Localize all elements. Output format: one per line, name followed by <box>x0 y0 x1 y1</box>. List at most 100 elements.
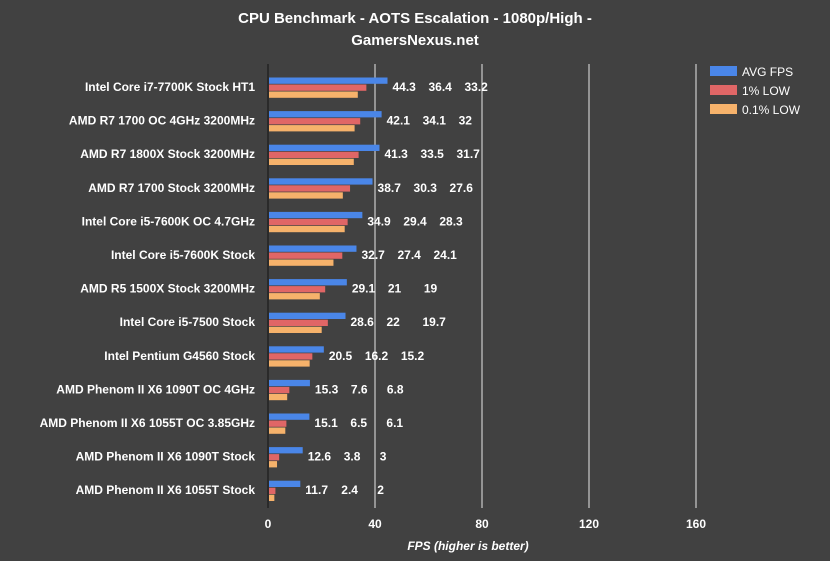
data-label: 7.6 <box>351 382 368 396</box>
x-tick-label: 80 <box>475 517 489 531</box>
bar-1-low <box>269 353 313 360</box>
category-label: AMD R7 1800X Stock 3200MHz <box>80 147 255 161</box>
category-label: Intel Core i5-7600K OC 4.7GHz <box>82 214 255 228</box>
bar-1-low <box>269 386 290 394</box>
bar-0-1-low <box>269 461 278 468</box>
data-label: 12.6 <box>308 450 332 464</box>
data-label: 20.5 <box>329 349 353 363</box>
bar-0-1-low <box>269 225 345 233</box>
data-label: 2 <box>377 483 384 497</box>
bar-0-1-low <box>269 158 354 165</box>
category-label: AMD Phenom II X6 1090T OC 4GHz <box>56 382 255 396</box>
data-label: 24.1 <box>433 248 457 262</box>
data-label: 30.3 <box>414 181 438 195</box>
legend-label: 0.1% LOW <box>742 103 801 117</box>
bar-1-low <box>269 185 351 192</box>
legend-swatch <box>710 66 737 76</box>
x-tick-label: 160 <box>686 517 706 531</box>
data-label: 15.1 <box>314 416 338 430</box>
data-label: 22 <box>387 315 401 329</box>
x-axis-label: FPS (higher is better) <box>407 539 528 553</box>
data-label: 15.2 <box>401 349 425 363</box>
x-tick-label: 0 <box>265 517 272 531</box>
data-label: 6.5 <box>350 416 367 430</box>
bar-avg-fps <box>269 379 310 387</box>
bar-1-low <box>269 151 359 158</box>
data-label: 38.7 <box>378 181 402 195</box>
bar-avg-fps <box>269 211 363 219</box>
category-label: AMD Phenom II X6 1055T Stock <box>76 483 256 497</box>
category-label: Intel Pentium G4560 Stock <box>104 349 255 363</box>
bar-1-low <box>269 218 348 226</box>
bar-avg-fps <box>269 346 324 353</box>
bar-0-1-low <box>269 360 310 367</box>
data-label: 3 <box>380 450 387 464</box>
bar-0-1-low <box>269 259 334 266</box>
bar-avg-fps <box>269 111 382 118</box>
category-label: Intel Core i5-7600K Stock <box>111 248 255 262</box>
category-label: AMD R7 1700 Stock 3200MHz <box>88 181 255 195</box>
data-label: 34.1 <box>423 114 447 128</box>
bar-avg-fps <box>269 178 373 185</box>
bar-avg-fps <box>269 144 380 151</box>
legend-label: 1% LOW <box>742 84 791 98</box>
bar-avg-fps <box>269 447 303 454</box>
chart-title-line-2: GamersNexus.net <box>351 32 479 49</box>
bar-avg-fps <box>269 480 301 487</box>
bar-0-1-low <box>269 192 343 199</box>
data-label: 16.2 <box>365 349 389 363</box>
data-label: 6.8 <box>387 382 404 396</box>
bar-0-1-low <box>269 293 320 300</box>
data-label: 27.4 <box>397 248 421 262</box>
bar-1-low <box>269 286 326 293</box>
bar-1-low <box>269 487 276 494</box>
data-label: 31.7 <box>456 147 480 161</box>
category-label: AMD Phenom II X6 1055T OC 3.85GHz <box>40 416 255 430</box>
category-label: AMD Phenom II X6 1090T Stock <box>76 450 256 464</box>
bar-0-1-low <box>269 393 288 401</box>
data-label: 44.3 <box>393 80 417 94</box>
bar-avg-fps <box>269 77 388 84</box>
category-label: Intel Core i7-7700K Stock HT1 <box>85 80 255 94</box>
data-label: 33.2 <box>465 80 489 94</box>
bar-0-1-low <box>269 326 322 333</box>
data-label: 28.3 <box>439 214 463 228</box>
legend-swatch <box>710 104 737 114</box>
data-label: 21 <box>388 282 402 296</box>
bar-1-low <box>269 454 280 461</box>
chart-title: CPU Benchmark - AOTS Escalation - 1080p/… <box>0 8 830 52</box>
data-label: 34.9 <box>367 214 391 228</box>
data-label: 19.7 <box>423 315 447 329</box>
data-label: 27.6 <box>450 181 474 195</box>
data-label: 15.3 <box>315 382 339 396</box>
data-label: 29.1 <box>352 282 376 296</box>
bar-0-1-low <box>269 91 358 98</box>
data-label: 41.3 <box>384 147 408 161</box>
category-label: AMD R5 1500X Stock 3200MHz <box>80 282 255 296</box>
x-tick-label: 120 <box>579 517 599 531</box>
chart-title-line-1: CPU Benchmark - AOTS Escalation - 1080p/… <box>238 10 592 27</box>
data-label: 11.7 <box>305 483 328 497</box>
data-label: 6.1 <box>386 416 403 430</box>
data-label: 29.4 <box>403 214 427 228</box>
data-label: 2.4 <box>341 483 358 497</box>
legend-label: AVG FPS <box>742 65 793 79</box>
data-label: 36.4 <box>429 80 453 94</box>
data-label: 28.6 <box>351 315 375 329</box>
bar-1-low <box>269 84 367 91</box>
data-label: 33.5 <box>420 147 444 161</box>
bar-avg-fps <box>269 413 310 420</box>
data-label: 3.8 <box>344 450 361 464</box>
bar-1-low <box>269 319 328 326</box>
bar-0-1-low <box>269 427 286 434</box>
bar-1-low <box>269 252 343 259</box>
bar-avg-fps <box>269 279 347 286</box>
x-tick-label: 40 <box>368 517 382 531</box>
category-label: AMD R7 1700 OC 4GHz 3200MHz <box>69 114 255 128</box>
data-label: 32 <box>459 114 473 128</box>
bar-0-1-low <box>269 125 355 132</box>
bar-avg-fps <box>269 245 357 252</box>
legend-swatch <box>710 85 737 95</box>
bar-1-low <box>269 118 361 125</box>
